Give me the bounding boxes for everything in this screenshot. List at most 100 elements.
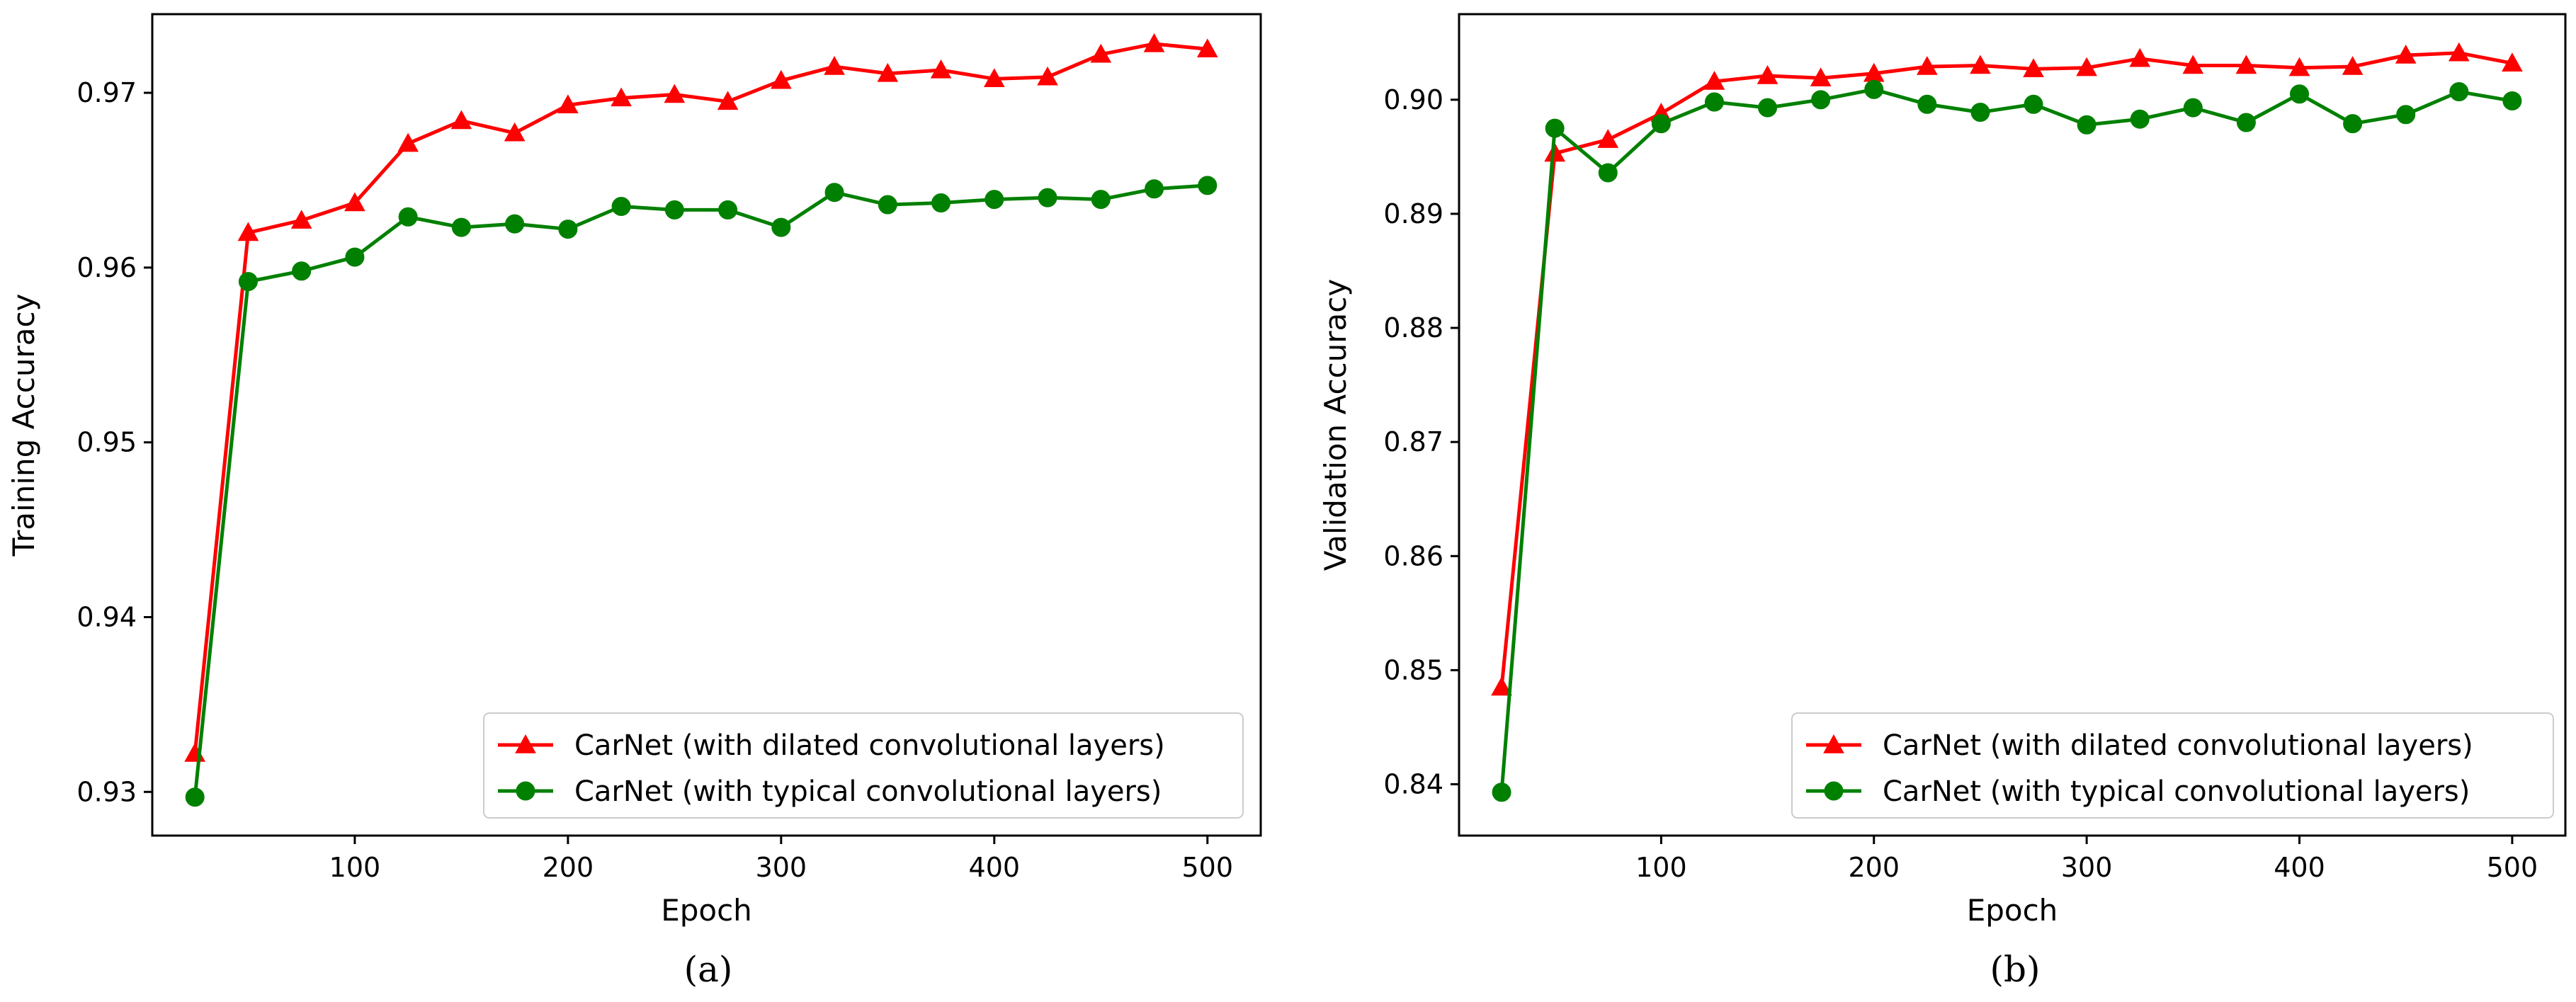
data-point <box>1917 94 1937 114</box>
data-point <box>1970 103 1990 123</box>
y-tick-label: 0.84 <box>1383 769 1443 800</box>
data-point <box>345 247 365 267</box>
data-point <box>1757 64 1778 84</box>
y-axis-label: Validation Accuracy <box>1318 279 1353 571</box>
panel-caption: (a) <box>684 949 733 990</box>
data-point <box>930 59 952 79</box>
data-point <box>504 122 526 142</box>
y-tick-label: 0.96 <box>76 252 137 283</box>
data-point <box>2235 55 2257 74</box>
data-point <box>450 110 472 130</box>
data-point <box>398 207 418 227</box>
x-tick-label: 200 <box>543 852 594 883</box>
data-point <box>2129 47 2151 67</box>
legend-item: CarNet (with typical convolutional layer… <box>498 775 1162 808</box>
data-point <box>1811 90 1831 110</box>
series-line <box>193 183 1208 797</box>
data-point <box>2076 57 2097 76</box>
x-tick-label: 500 <box>2487 852 2538 883</box>
panel-a-training-accuracy-chart: 100 200 300 400 500 0.93 0.94 0.95 0.96 0.97 Epoch… <box>6 13 1262 990</box>
data-point <box>2343 114 2363 134</box>
series-line <box>1499 87 2513 792</box>
plot-frame <box>1458 13 2567 837</box>
data-point <box>2130 109 2150 129</box>
series-line <box>1499 51 2513 688</box>
legend-label: CarNet (with typical convolutional layer… <box>574 775 1162 808</box>
data-point <box>397 132 419 152</box>
panel-b-validation-accuracy-chart: 100 200 300 400 500 0.84 0.85 0.86 0.87 0.88 0.89 0… <box>1318 13 2567 990</box>
legend-label: CarNet (with dilated convolutional layer… <box>1883 729 2473 762</box>
data-point <box>2449 82 2469 102</box>
x-axis-label: Epoch <box>1967 893 2058 928</box>
data-point <box>2448 42 2470 62</box>
x-tick-label: 500 <box>1181 852 1233 883</box>
y-tick-label: 0.95 <box>76 427 137 458</box>
data-point <box>558 220 578 239</box>
data-point <box>1196 38 1218 58</box>
data-point <box>824 183 844 203</box>
legend-item: CarNet (with typical convolutional layer… <box>1806 775 2470 808</box>
x-tick-label: 400 <box>969 852 1021 883</box>
data-point <box>2183 98 2203 118</box>
series-typical <box>1492 79 2522 802</box>
circle-marker-icon <box>1824 781 1844 801</box>
data-point <box>717 91 739 110</box>
data-point <box>2290 84 2310 104</box>
plot-frame <box>151 13 1262 837</box>
data-point <box>2236 113 2256 132</box>
data-point <box>664 84 686 103</box>
data-point <box>824 56 845 75</box>
data-point <box>292 261 312 281</box>
data-point <box>877 62 899 82</box>
data-point <box>1916 56 1938 75</box>
data-point <box>1545 118 1565 138</box>
data-point <box>1091 190 1111 210</box>
data-point <box>983 68 1005 88</box>
triangle-marker-icon <box>515 734 536 753</box>
data-point <box>664 200 684 220</box>
data-point <box>1090 43 1112 63</box>
y-tick-label: 0.90 <box>1383 84 1443 115</box>
y-tick-label: 0.86 <box>1383 540 1443 571</box>
y-axis-label: Training Accuracy <box>6 294 41 557</box>
data-point <box>2024 94 2043 114</box>
data-point <box>878 195 897 215</box>
y-tick-label: 0.87 <box>1383 426 1443 457</box>
data-point <box>1143 33 1165 52</box>
data-point <box>451 217 471 237</box>
data-point <box>1598 163 1618 183</box>
y-tick-label: 0.89 <box>1383 198 1443 229</box>
data-point <box>185 787 205 807</box>
data-point <box>2396 105 2416 125</box>
series-dilated <box>184 33 1218 762</box>
legend: CarNet (with dilated convolutional layer… <box>483 712 1244 819</box>
data-point <box>2502 52 2523 72</box>
data-point <box>1703 71 1725 90</box>
data-point <box>1037 66 1058 86</box>
data-point <box>771 217 791 237</box>
legend-label: CarNet (with dilated convolutional layer… <box>574 729 1165 762</box>
data-point <box>2502 91 2522 110</box>
x-tick-label: 200 <box>1848 852 1900 883</box>
data-point <box>1758 98 1778 118</box>
data-point <box>1198 176 1218 195</box>
data-point <box>1864 79 1884 99</box>
legend-item: CarNet (with dilated convolutional layer… <box>498 729 1165 762</box>
data-point <box>505 214 525 234</box>
panel-caption: (b) <box>1990 949 2040 990</box>
data-point <box>2023 58 2044 78</box>
data-point <box>344 192 365 212</box>
data-point <box>2288 57 2310 76</box>
data-point <box>770 69 792 89</box>
data-point <box>290 210 312 229</box>
data-point <box>2342 56 2364 75</box>
data-point <box>1145 179 1164 199</box>
legend: CarNet (with dilated convolutional layer… <box>1791 712 2554 819</box>
data-point <box>931 193 951 213</box>
data-point <box>985 190 1004 210</box>
x-tick-label: 300 <box>2061 852 2113 883</box>
data-point <box>718 200 738 220</box>
data-point <box>611 196 631 216</box>
data-point <box>1651 114 1671 134</box>
